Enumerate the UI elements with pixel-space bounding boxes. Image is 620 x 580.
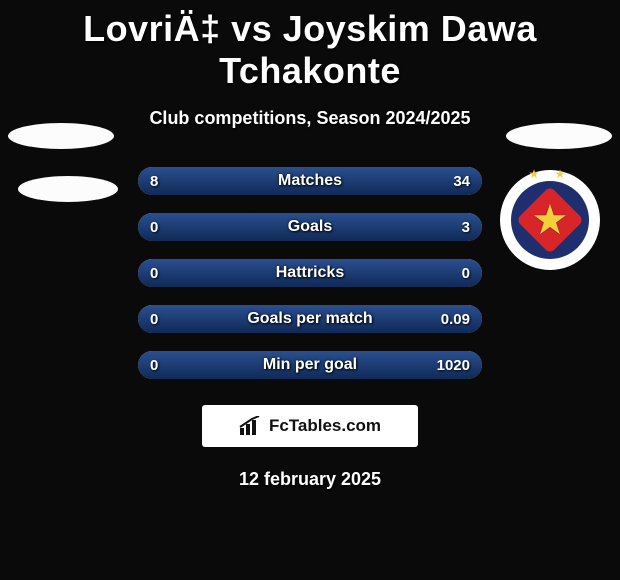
player-right-club-badge: ★ ★ ★ (500, 170, 600, 270)
bar-chart-icon (239, 416, 263, 436)
stat-fill-left (138, 259, 310, 287)
stat-fill-right (203, 167, 482, 195)
stat-fill-right (138, 213, 482, 241)
snapshot-date: 12 february 2025 (0, 469, 620, 490)
badge-star-icon: ★ (531, 199, 569, 241)
stat-fill-right (138, 305, 482, 333)
brand-box[interactable]: FcTables.com (202, 405, 418, 447)
player-left-club-avatar (18, 176, 118, 202)
stat-fill-left (138, 167, 203, 195)
stat-row: Matches834 (138, 167, 482, 195)
player-right-avatar (506, 123, 612, 149)
stat-fill-right (310, 259, 482, 287)
stat-row: Goals03 (138, 213, 482, 241)
stat-row: Hattricks00 (138, 259, 482, 287)
stat-row: Min per goal01020 (138, 351, 482, 379)
player-left-avatar (8, 123, 114, 149)
stat-fill-right (138, 351, 482, 379)
page-title: LovriÄ‡ vs Joyskim Dawa Tchakonte (0, 0, 620, 92)
stat-row: Goals per match00.09 (138, 305, 482, 333)
brand-text: FcTables.com (269, 416, 381, 436)
badge-mini-stars: ★ ★ (511, 167, 589, 181)
